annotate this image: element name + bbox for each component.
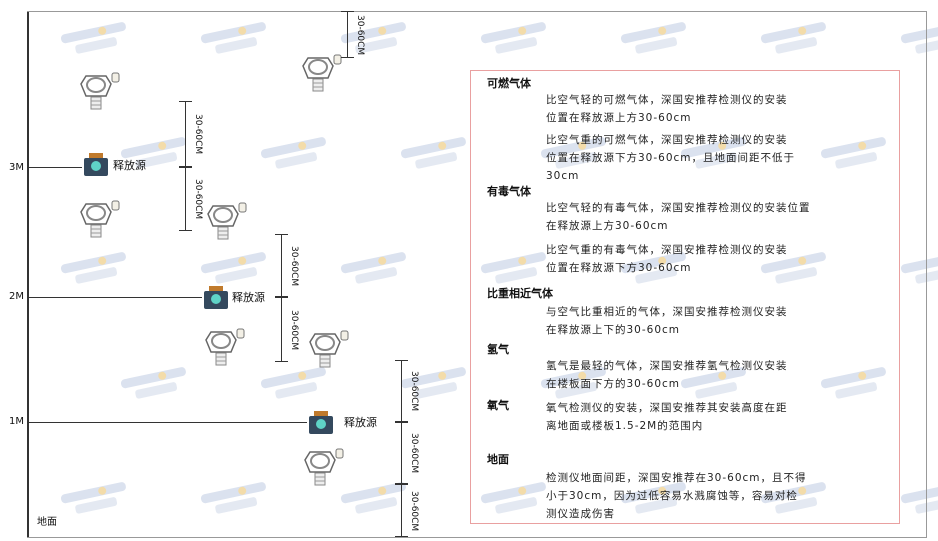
dimension-line xyxy=(275,234,288,297)
note-heading: 有毒气体 xyxy=(487,185,531,198)
watermark-logo xyxy=(58,18,133,62)
watermark-logo xyxy=(58,478,133,522)
note-line: 比空气重的有毒气体，深国安推荐检测仪的安装 xyxy=(546,244,788,256)
dimension-label: 30-60CM xyxy=(289,309,299,350)
note-line: 30cm xyxy=(546,170,580,182)
note-line: 比空气轻的有毒气体，深国安推荐检测仪的安装位置 xyxy=(546,202,811,214)
gas-detector-icon xyxy=(300,52,342,94)
watermark-logo xyxy=(198,478,273,522)
level-2m-line xyxy=(27,297,202,298)
dimension-line xyxy=(341,11,354,58)
note-line: 氢气是最轻的气体，深国安推荐氢气检测仪安装 xyxy=(546,360,788,372)
watermark-logo xyxy=(58,248,133,292)
note-line: 氧气检测仪的安装，深国安推荐其安装高度在距 xyxy=(546,402,788,414)
dimension-line xyxy=(179,167,192,231)
note-line: 位置在释放源下方30-60cm xyxy=(546,262,692,274)
level-3m-label: 3M xyxy=(9,162,24,173)
gas-detector-icon xyxy=(203,326,245,368)
floor-line xyxy=(27,537,927,538)
right-border xyxy=(926,11,927,538)
wall-line xyxy=(27,11,29,538)
note-line: 在楼板面下方的30-60cm xyxy=(546,378,681,390)
note-line: 测仪造成伤害 xyxy=(546,508,615,520)
dimension-line xyxy=(275,297,288,362)
ceiling-line xyxy=(27,11,927,12)
note-heading: 氢气 xyxy=(487,343,509,356)
note-line: 与空气比重相近的气体，深国安推荐检测仪安装 xyxy=(546,306,788,318)
level-2m-label: 2M xyxy=(9,291,24,302)
watermark-logo xyxy=(338,18,413,62)
dimension-line xyxy=(395,422,408,484)
note-line: 在释放源上下的30-60cm xyxy=(546,324,681,336)
dimension-line xyxy=(179,101,192,167)
note-line: 小于30cm，因为过低容易水溅腐蚀等，容易对检 xyxy=(546,490,798,502)
note-heading: 地面 xyxy=(487,453,509,466)
gas-detector-icon xyxy=(302,446,344,488)
dimension-label: 30-60CM xyxy=(409,371,419,412)
release-source-label: 释放源 xyxy=(344,416,377,429)
release-source-label: 释放源 xyxy=(113,159,146,172)
note-line: 比空气轻的可燃气体，深国安推荐检测仪的安装 xyxy=(546,94,788,106)
watermark-logo xyxy=(118,363,193,407)
watermark-logo xyxy=(618,18,693,62)
note-line: 比空气重的可燃气体，深国安推荐检测仪的安装 xyxy=(546,134,788,146)
level-1m-line xyxy=(27,422,307,423)
notes-panel: 可燃气体比空气轻的可燃气体，深国安推荐检测仪的安装 位置在释放源上方30-60cm… xyxy=(470,70,900,524)
level-1m-label: 1M xyxy=(9,416,24,427)
watermark-logo xyxy=(898,248,938,292)
release-source-icon xyxy=(308,411,334,434)
note-line: 离地面或楼板1.5-2M的范围内 xyxy=(546,420,704,432)
dimension-label: 30-60CM xyxy=(289,245,299,286)
watermark-logo xyxy=(398,133,473,177)
watermark-logo xyxy=(258,133,333,177)
gas-detector-icon xyxy=(78,70,120,112)
release-source-icon xyxy=(83,153,109,176)
watermark-logo xyxy=(198,18,273,62)
dimension-label: 30-60CM xyxy=(355,14,365,55)
watermark-logo xyxy=(758,18,833,62)
note-heading: 可燃气体 xyxy=(487,77,531,90)
watermark-logo xyxy=(898,18,938,62)
ground-label: 地面 xyxy=(37,517,57,528)
gas-detector-icon xyxy=(205,200,247,242)
level-3m-line xyxy=(27,167,82,168)
watermark-logo xyxy=(898,478,938,522)
note-heading: 氧气 xyxy=(487,399,509,412)
note-line: 位置在释放源下方30-60cm，且地面间距不低于 xyxy=(546,152,796,164)
dimension-label: 30-60CM xyxy=(193,114,203,155)
release-source-icon xyxy=(203,286,229,309)
dimension-line xyxy=(395,484,408,537)
note-line: 位置在释放源上方30-60cm xyxy=(546,112,692,124)
note-line: 检测仪地面间距，深国安推荐在30-60cm，且不得 xyxy=(546,472,807,484)
watermark-logo xyxy=(338,248,413,292)
note-line: 在释放源上方30-60cm xyxy=(546,220,669,232)
dimension-label: 30-60CM xyxy=(409,490,419,531)
dimension-label: 30-60CM xyxy=(193,179,203,220)
release-source-label: 释放源 xyxy=(232,291,265,304)
gas-detector-icon xyxy=(307,328,349,370)
dimension-line xyxy=(395,360,408,422)
dimension-label: 30-60CM xyxy=(409,433,419,474)
note-heading: 比重相近气体 xyxy=(487,287,553,300)
watermark-logo xyxy=(478,18,553,62)
gas-detector-icon xyxy=(78,198,120,240)
